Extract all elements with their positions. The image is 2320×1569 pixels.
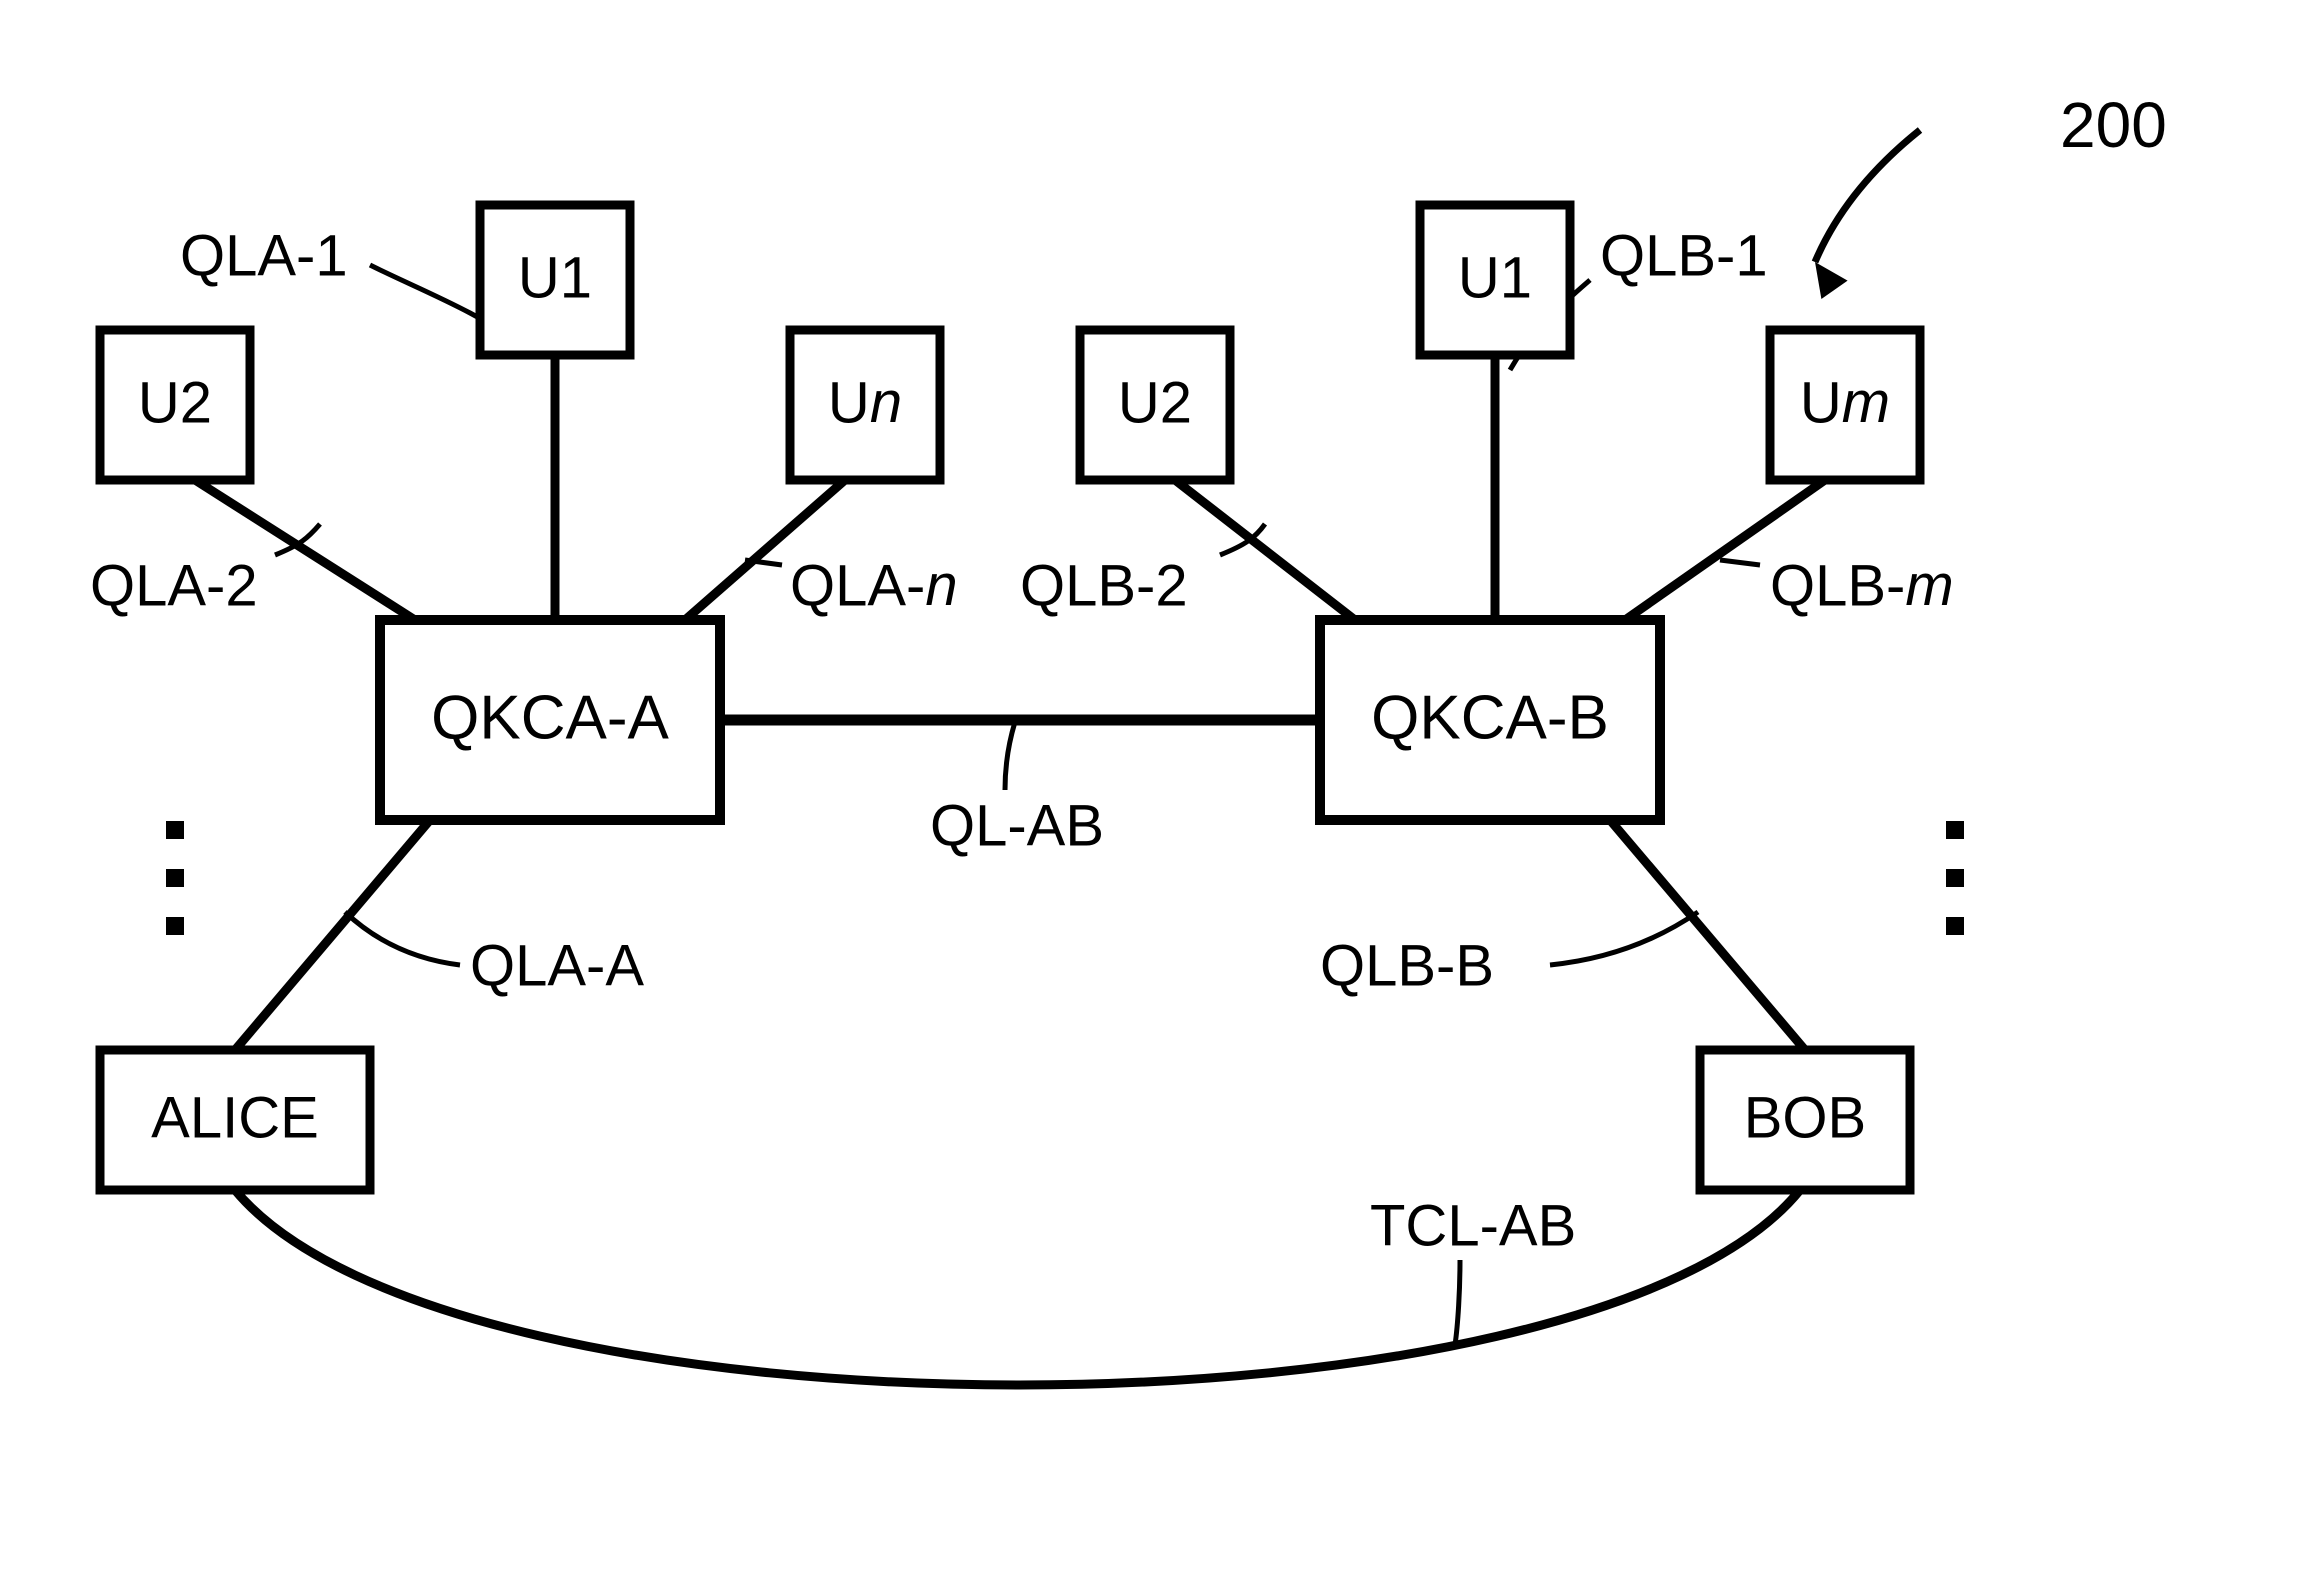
node-label-b_um: Um <box>1800 370 1890 435</box>
dots_b-dot <box>1946 869 1964 887</box>
nodes-group: QKCA-A QKCA-B U2 U1 Un U2 U1 Um ALICE BOB <box>100 205 1920 1190</box>
edge-label-l_qlb_b: QLB-B <box>1320 933 1494 998</box>
edge-qlb2 <box>1175 480 1355 620</box>
figure-ref-arrow-shaft <box>1815 130 1920 262</box>
leader-l_qlbm <box>1720 560 1760 565</box>
node-label-a_u1: U1 <box>518 245 592 310</box>
edge-label-l_qla_a: QLA-A <box>470 933 644 998</box>
dots_b-dot <box>1946 917 1964 935</box>
leader-l_qlab <box>1005 722 1015 790</box>
dots_b-dot <box>1946 821 1964 839</box>
edge-label-l_qlab: QL-AB <box>930 793 1104 858</box>
figure-ref-arrow-head <box>1815 262 1848 299</box>
edge-label-l_tcl: TCL-AB <box>1370 1193 1576 1258</box>
node-label-qkca_a: QKCA-A <box>431 683 669 752</box>
edge-label-l_qla1: QLA-1 <box>180 223 348 288</box>
diagram-canvas: QKCA-A QKCA-B U2 U1 Un U2 U1 Um ALICE BOB QLA-1 QLA… <box>0 0 2320 1569</box>
figure-ref-number: 200 <box>2060 89 2167 161</box>
leader-l_qlb_b <box>1550 912 1698 965</box>
edge-label-l_qlbm: QLB-m <box>1770 553 1954 618</box>
node-label-b_u1: U1 <box>1458 245 1532 310</box>
figure-ref-group: 200 <box>1815 89 2167 299</box>
node-label-qkca_b: QKCA-B <box>1371 683 1609 752</box>
node-label-a_un: Un <box>828 370 902 435</box>
node-label-bob: BOB <box>1744 1085 1867 1150</box>
dots_a-dot <box>166 869 184 887</box>
edge-label-l_qlan: QLA-n <box>790 553 958 618</box>
node-label-alice: ALICE <box>151 1085 319 1150</box>
leader-l_qla_a <box>345 912 460 965</box>
edge-qla_a <box>235 820 430 1050</box>
dots_a-dot <box>166 821 184 839</box>
edge-label-l_qla2: QLA-2 <box>90 553 258 618</box>
edge-qlb_b <box>1610 820 1805 1050</box>
edge-label-l_qlb2: QLB-2 <box>1020 553 1188 618</box>
node-label-a_u2: U2 <box>138 370 212 435</box>
edges-group <box>195 355 1825 1385</box>
leader-l_tcl <box>1455 1260 1460 1345</box>
node-label-b_u2: U2 <box>1118 370 1192 435</box>
edge-label-l_qlb1: QLB-1 <box>1600 223 1768 288</box>
dots_a-dot <box>166 917 184 935</box>
